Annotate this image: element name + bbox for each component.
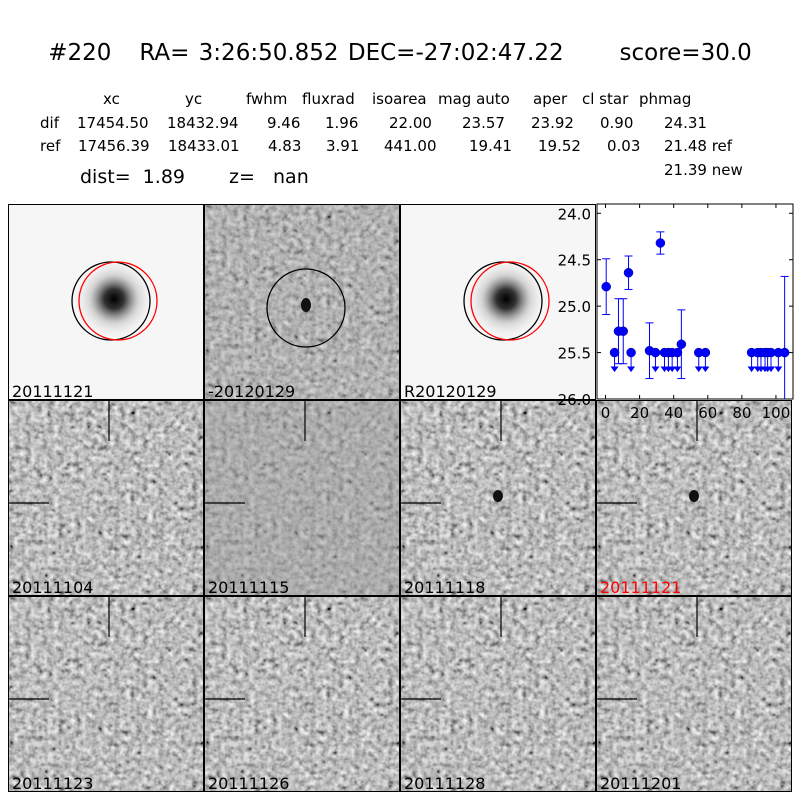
header-fwhm: fwhm	[246, 90, 288, 108]
stamp-date-label: 20111123	[12, 774, 94, 792]
candidate-title: #220 RA= 3:26:50.852 DEC=-27:02:47.22 sc…	[0, 40, 800, 66]
score: score=30.0	[619, 40, 752, 66]
x-tick-label: 40	[664, 404, 683, 422]
upper-limit-arrowhead	[668, 366, 677, 373]
cell: 18432.94	[167, 114, 239, 132]
data-point	[609, 347, 620, 358]
stamp-date-label: 20111128	[404, 774, 486, 792]
cell: 21.48 ref	[664, 137, 733, 155]
data-point	[650, 347, 661, 358]
stamp-epoch: 20111115	[204, 400, 400, 596]
data-point	[623, 267, 634, 278]
stamp-date-label: 20111201	[600, 774, 682, 792]
x-tick-label: 60	[698, 404, 717, 422]
stamp-date-label: 20111104	[12, 578, 94, 596]
x-tick-label: 100	[762, 404, 791, 422]
data-point	[700, 347, 711, 358]
stamp-new: 20111121	[8, 204, 204, 400]
cell: 18433.01	[168, 137, 240, 155]
stamp-date-label: 20111121	[600, 578, 682, 596]
x-tick-label: 20	[630, 404, 649, 422]
cell: 9.46	[267, 114, 301, 132]
y-tick-label: 25.0	[558, 298, 591, 316]
redshift: z= nan	[229, 166, 309, 188]
upper-limit-arrowhead	[701, 366, 710, 373]
cell: 17456.39	[78, 137, 150, 155]
candidate-id: #220	[48, 40, 112, 66]
new-circle	[78, 261, 158, 341]
stamp-date-label: 20111115	[208, 578, 290, 596]
cell: 22.00	[389, 114, 432, 132]
cell: 23.92	[531, 114, 574, 132]
source-blob	[466, 259, 546, 339]
y-tick-label: 24.5	[558, 252, 591, 270]
upper-limit-arrowhead	[747, 366, 756, 373]
header-xc: xc	[103, 90, 120, 108]
stamp-epoch: 20111128	[400, 596, 596, 792]
upper-limit-arrowhead	[610, 366, 619, 373]
stamp-date-label: 20111118	[404, 578, 486, 596]
stamp-ref: R20120129	[400, 204, 596, 400]
cell: 19.41	[469, 137, 512, 155]
ra: RA= 3:26:50.852	[139, 40, 339, 66]
upper-limit-arrowhead	[774, 366, 783, 373]
header-mag-auto: mag auto	[438, 90, 510, 108]
data-point	[655, 238, 666, 248]
stamp-epoch: 20111201	[596, 596, 792, 792]
data-point	[601, 281, 611, 292]
target-circle	[266, 268, 346, 348]
cell: 4.83	[268, 137, 302, 155]
header-cl-star: cl star	[582, 90, 629, 108]
stamp-date-label: 20111126	[208, 774, 290, 792]
stamp-epoch: 20111123	[8, 596, 204, 792]
dec: DEC=-27:02:47.22	[347, 40, 564, 66]
x-tick-label: 80	[732, 404, 751, 422]
stamp-epoch: 20111118	[400, 400, 596, 596]
cell: 0.03	[607, 137, 641, 155]
new-circle	[470, 261, 550, 341]
data-point	[779, 347, 790, 358]
upper-limit-arrowhead	[673, 366, 682, 373]
upper-limit-arrowhead	[651, 366, 660, 373]
stamp-diff: -20120129	[204, 204, 400, 400]
y-tick-label: 26.0	[558, 391, 591, 409]
header-yc: yc	[185, 90, 203, 108]
cell: 19.52	[538, 137, 581, 155]
header-fluxrad: fluxrad	[302, 90, 355, 108]
source-blob	[74, 259, 154, 339]
data-point	[672, 347, 683, 358]
cell: 441.00	[384, 137, 437, 155]
stamp-date-label: -20120129	[208, 382, 296, 400]
stamp-epoch: 20111126	[204, 596, 400, 792]
dist: dist= 1.89	[80, 166, 185, 188]
cell: 17454.50	[77, 114, 149, 132]
row-label-dif: dif	[40, 114, 59, 132]
cell: 23.57	[462, 114, 505, 132]
phmag-new: 21.39 new	[664, 161, 743, 179]
cell: 0.90	[600, 114, 634, 132]
y-tick-label: 25.5	[558, 345, 591, 363]
header-aper: aper	[533, 90, 568, 108]
upper-limit-arrowhead	[694, 366, 703, 373]
upper-limit-arrowhead	[627, 366, 636, 373]
cell: 3.91	[326, 137, 360, 155]
header-isoarea: isoarea	[372, 90, 427, 108]
y-tick-label: 24.0	[558, 205, 591, 223]
x-tick-label: 0	[601, 404, 611, 422]
light-curve-plot: 0 20 40 60 80 100 24.0 24.5 25.0 25.5 26.0	[558, 203, 794, 422]
stamp-epoch: 20111121	[596, 400, 792, 596]
cell: 24.31	[664, 114, 707, 132]
data-point	[618, 326, 628, 336]
data-point	[676, 339, 687, 349]
stamp-epoch: 20111104	[8, 400, 204, 596]
row-label-ref: ref	[40, 137, 61, 155]
cell: 1.96	[325, 114, 359, 132]
header-phmag: phmag	[639, 90, 692, 108]
upper-limit-arrowhead	[767, 366, 776, 373]
stamp-date-label: R20120129	[404, 382, 497, 400]
stamp-date-label: 20111121	[12, 382, 94, 400]
data-point	[626, 347, 636, 358]
